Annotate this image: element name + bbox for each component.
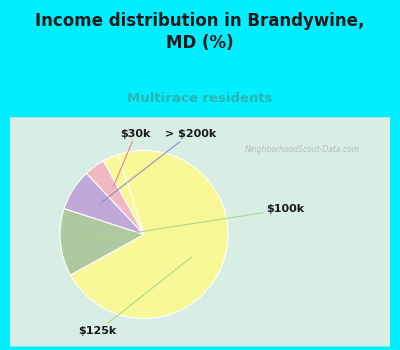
Text: $125k: $125k (79, 257, 192, 336)
Text: NeighborhoodScout-Data.com: NeighborhoodScout-Data.com (244, 145, 360, 154)
Text: Multirace residents: Multirace residents (127, 92, 273, 105)
Wedge shape (64, 173, 144, 234)
Text: $30k: $30k (114, 129, 151, 187)
FancyBboxPatch shape (10, 117, 390, 346)
Text: $100k: $100k (94, 204, 304, 239)
Wedge shape (104, 155, 144, 234)
Wedge shape (70, 150, 228, 318)
Text: Income distribution in Brandywine,
MD (%): Income distribution in Brandywine, MD (%… (35, 12, 365, 52)
Text: > $200k: > $200k (101, 129, 216, 203)
Wedge shape (86, 161, 144, 234)
Wedge shape (60, 209, 144, 275)
